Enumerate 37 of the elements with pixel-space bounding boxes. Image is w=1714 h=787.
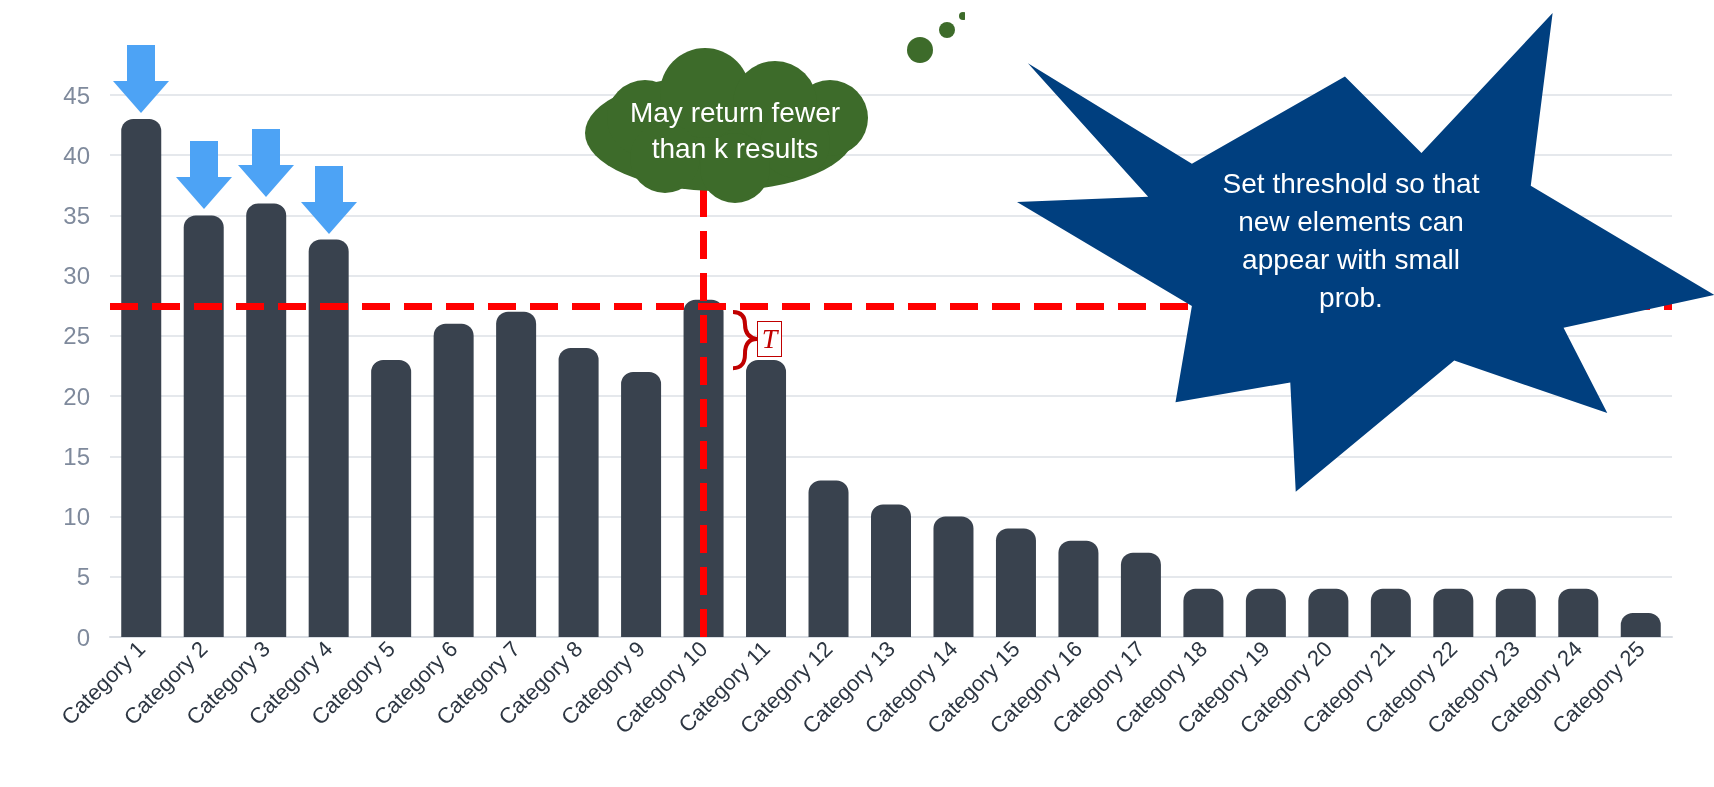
bar	[1620, 612, 1661, 637]
bar	[1120, 552, 1161, 637]
bar	[871, 504, 911, 637]
y-tick-label: 45	[63, 81, 90, 109]
y-tick-label: 40	[63, 141, 90, 169]
bar	[995, 528, 1036, 637]
y-tick-label: 10	[63, 503, 90, 531]
bar	[433, 323, 474, 637]
bar	[1245, 588, 1286, 637]
annotation: Set threshold so that new elements can appear with small prob.	[1221, 167, 1481, 315]
bar	[496, 311, 537, 637]
y-tick-label: 20	[63, 382, 90, 410]
bar	[1308, 588, 1349, 637]
bar	[1370, 588, 1411, 637]
bar	[121, 119, 162, 637]
bar	[183, 215, 224, 637]
bar	[933, 516, 974, 637]
y-tick-label: 5	[76, 563, 90, 591]
y-tick-label: 0	[76, 623, 90, 651]
bar	[621, 372, 662, 637]
bar	[1495, 588, 1536, 637]
bar	[1558, 588, 1599, 637]
bar	[371, 359, 412, 637]
bar	[308, 239, 349, 637]
y-tick-label: 15	[63, 442, 90, 470]
annotation: T	[756, 320, 783, 357]
bar	[746, 359, 787, 637]
bar	[1058, 540, 1099, 637]
bar	[246, 203, 287, 637]
bar	[808, 480, 849, 637]
bar	[558, 347, 599, 637]
y-tick-label: 35	[63, 201, 90, 229]
bar	[1433, 588, 1474, 637]
y-tick-label: 25	[63, 322, 90, 350]
y-tick-label: 30	[63, 262, 90, 290]
bar	[1183, 588, 1224, 637]
annotation: May return fewer than k results	[628, 96, 842, 166]
